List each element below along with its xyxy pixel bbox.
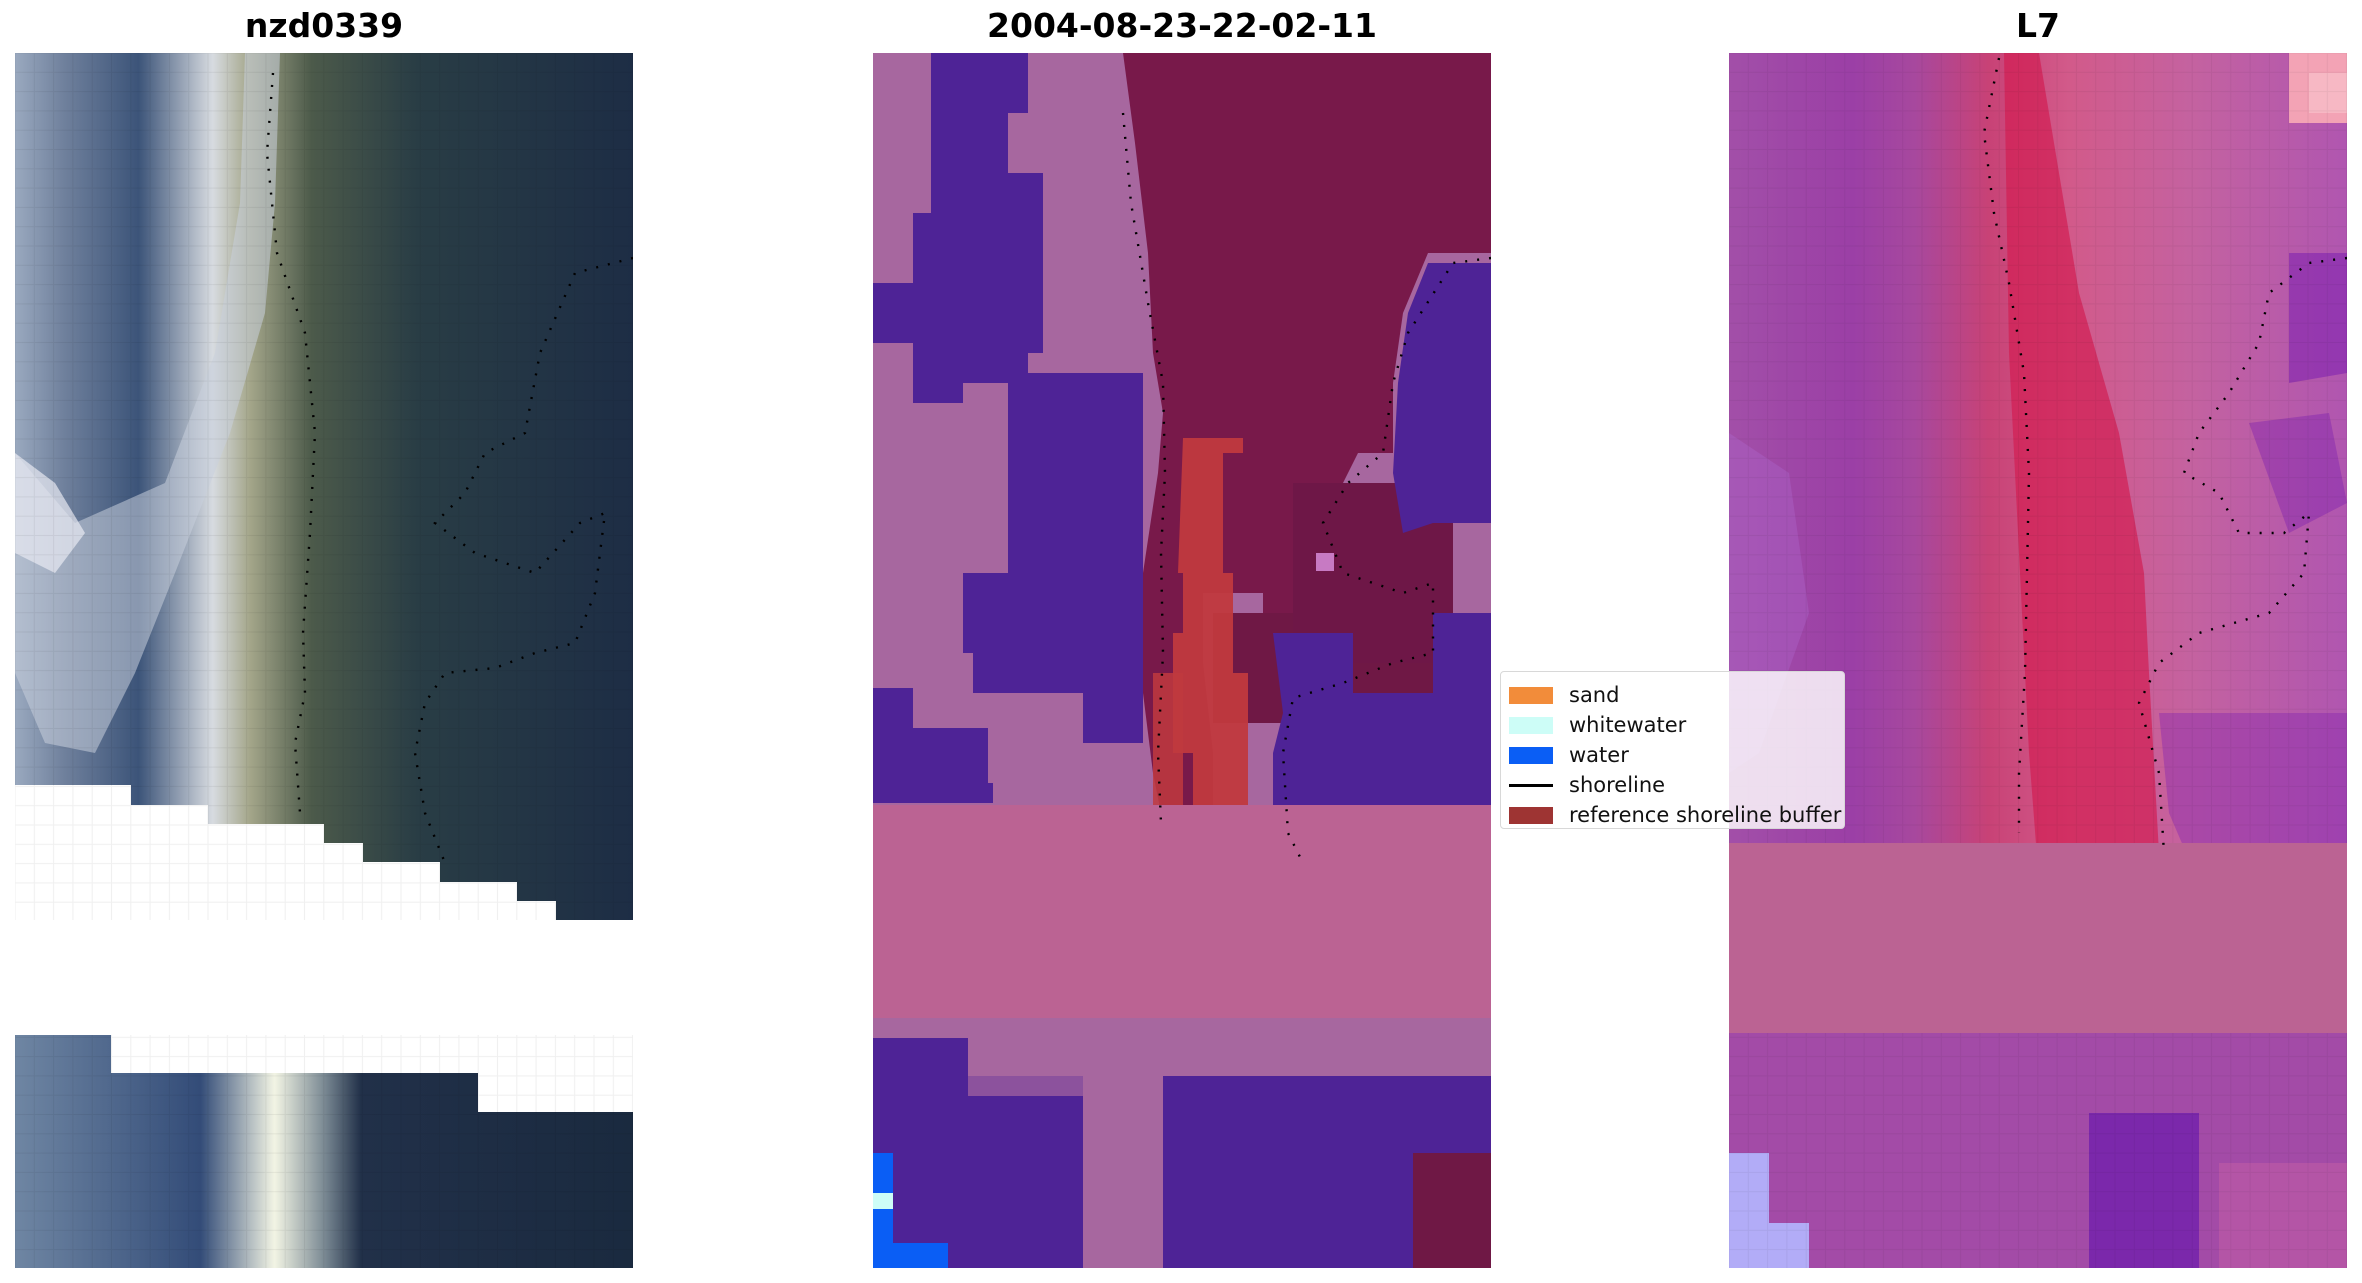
legend-item-reference-buffer: reference shoreline buffer	[1509, 802, 1841, 828]
whitewater-swatch	[1509, 716, 1553, 734]
panel-title-classification: 2004-08-23-22-02-11	[987, 6, 1377, 45]
reference-buffer-swatch	[1509, 806, 1553, 824]
legend-label: shoreline	[1569, 773, 1666, 797]
legend-item-sand: sand	[1509, 682, 1619, 708]
shoreline-line-swatch	[1509, 783, 1553, 787]
legend-label: reference shoreline buffer	[1569, 803, 1842, 827]
legend-item-whitewater: whitewater	[1509, 712, 1686, 738]
legend-item-shoreline: shoreline	[1509, 772, 1665, 798]
rgb-image-panel	[15, 53, 633, 1268]
legend-label: whitewater	[1569, 713, 1687, 737]
legend: sand whitewater water shoreline referenc…	[1500, 671, 1845, 829]
legend-label: water	[1569, 743, 1629, 767]
panel-title-rgb: nzd0339	[244, 6, 404, 45]
water-swatch	[1509, 746, 1553, 764]
classification-panel	[873, 53, 1491, 1268]
panel-title-sensor: L7	[2016, 6, 2060, 45]
legend-item-water: water	[1509, 742, 1629, 768]
l7-image-panel	[1729, 53, 2347, 1268]
legend-label: sand	[1569, 683, 1620, 707]
sand-swatch	[1509, 686, 1553, 704]
